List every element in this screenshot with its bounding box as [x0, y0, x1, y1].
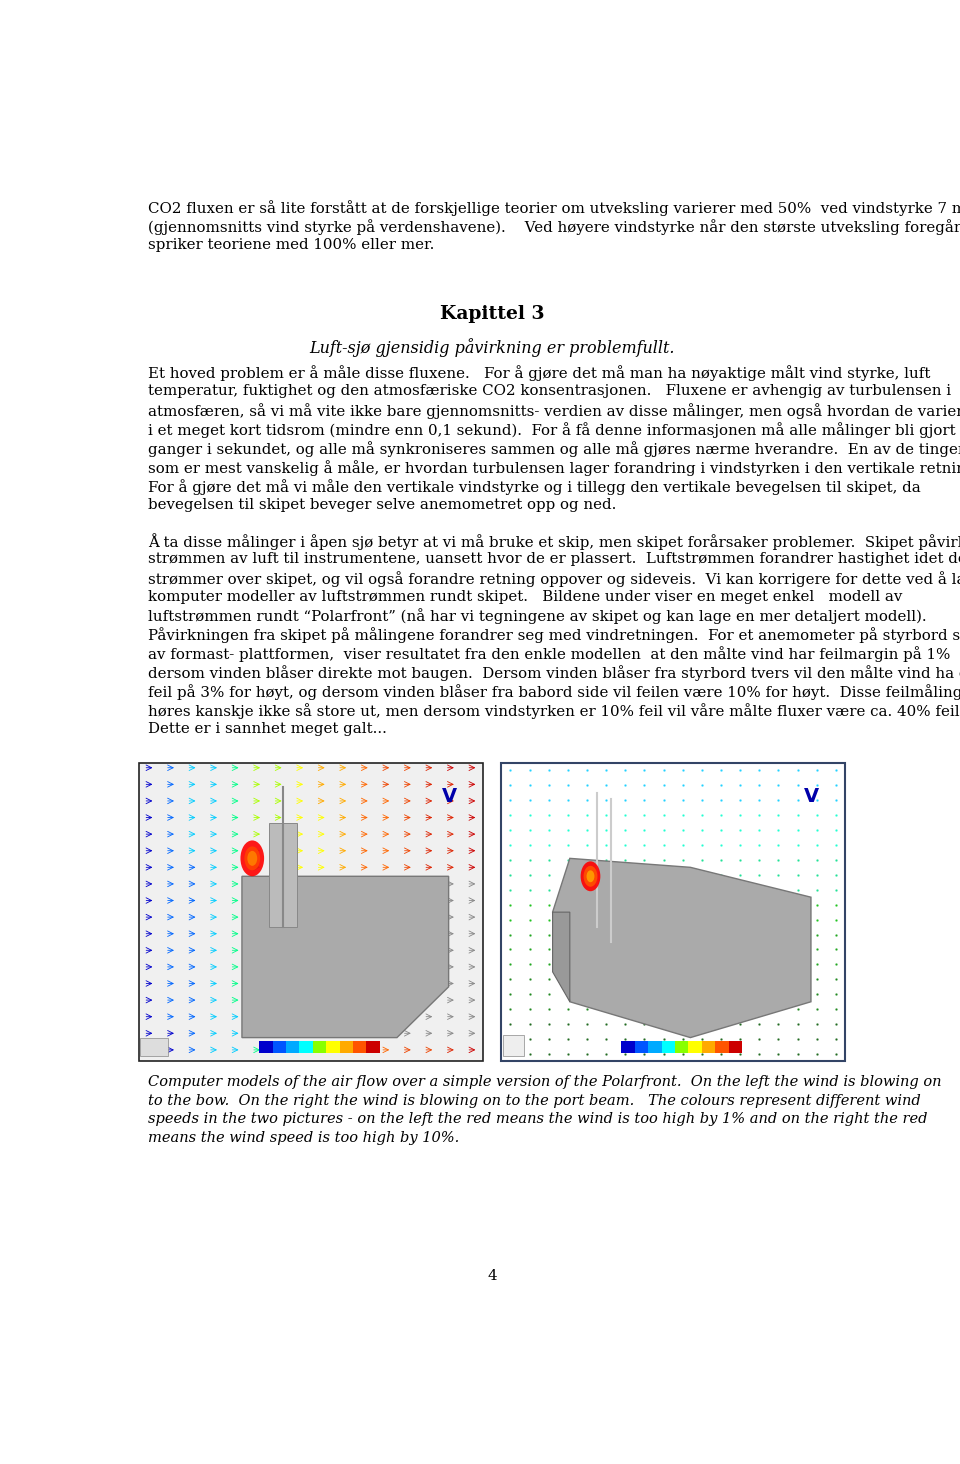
Text: CO2 fluxen er så lite forstått at de forskjellige teorier om utveksling varierer: CO2 fluxen er så lite forstått at de for… — [148, 201, 960, 217]
Text: strømmer over skipet, og vil også forandre retning oppover og sideveis.  Vi kan : strømmer over skipet, og vil også forand… — [148, 571, 960, 587]
Bar — [648, 1041, 661, 1053]
Text: 4: 4 — [487, 1269, 497, 1282]
Text: av formast- plattformen,  viser resultatet fra den enkle modellen  at den målte : av formast- plattformen, viser resultate… — [148, 647, 950, 662]
Circle shape — [245, 846, 260, 870]
Polygon shape — [242, 877, 448, 1038]
Text: Å ta disse målinger i åpen sjø betyr at vi må bruke et skip, men skipet forårsak: Å ta disse målinger i åpen sjø betyr at … — [148, 533, 960, 549]
Text: i et meget kort tidsrom (mindre enn 0,1 sekund).  For å få denne informasjonen m: i et meget kort tidsrom (mindre enn 0,1 … — [148, 422, 960, 438]
Bar — [270, 823, 297, 927]
Text: feil på 3% for høyt, og dersom vinden blåser fra babord side vil feilen være 10%: feil på 3% for høyt, og dersom vinden bl… — [148, 684, 960, 700]
Text: means the wind speed is too high by 10%.: means the wind speed is too high by 10%. — [148, 1130, 460, 1145]
Text: Dette er i sannhet meget galt...: Dette er i sannhet meget galt... — [148, 722, 387, 736]
Text: speeds in the two pictures - on the left the red means the wind is too high by 1: speeds in the two pictures - on the left… — [148, 1113, 927, 1126]
Bar — [340, 1041, 353, 1053]
Text: komputer modeller av luftstrømmen rundt skipet.   Bildene under viser en meget e: komputer modeller av luftstrømmen rundt … — [148, 590, 902, 603]
Bar — [621, 1041, 635, 1053]
Text: ganger i sekundet, og alle må synkroniseres sammen og alle må gjøres nærme hvera: ganger i sekundet, og alle må synkronise… — [148, 441, 960, 457]
Bar — [326, 1041, 340, 1053]
Text: For å gjøre det må vi måle den vertikale vindstyrke og i tillegg den vertikale b: For å gjøre det må vi måle den vertikale… — [148, 479, 921, 495]
Text: spriker teoriene med 100% eller mer.: spriker teoriene med 100% eller mer. — [148, 239, 435, 252]
Text: temperatur, fuktighet og den atmosfæriske CO2 konsentrasjonen.   Fluxene er avhe: temperatur, fuktighet og den atmosfærisk… — [148, 385, 951, 398]
Bar — [273, 1041, 286, 1053]
Bar — [702, 1041, 715, 1053]
Circle shape — [587, 870, 594, 883]
Bar — [635, 1041, 648, 1053]
Polygon shape — [553, 858, 811, 1038]
Circle shape — [248, 851, 257, 865]
Bar — [661, 1041, 675, 1053]
Text: Computer models of the air flow over a simple version of the Polarfront.  On the: Computer models of the air flow over a s… — [148, 1075, 942, 1089]
Bar — [259, 1041, 273, 1053]
Text: Kapittel 3: Kapittel 3 — [440, 305, 544, 322]
Text: luftstrømmen rundt “Polarfront” (nå har vi tegningene av skipet og kan lage en m: luftstrømmen rundt “Polarfront” (nå har … — [148, 609, 927, 625]
Bar — [286, 1041, 300, 1053]
Text: Påvirkningen fra skipet på målingene forandrer seg med vindretningen.  For et an: Påvirkningen fra skipet på målingene for… — [148, 628, 960, 643]
Text: som er mest vanskelig å måle, er hvordan turbulensen lager forandring i vindstyr: som er mest vanskelig å måle, er hvordan… — [148, 460, 960, 476]
Bar — [138, 763, 483, 1061]
Text: strømmen av luft til instrumentene, uansett hvor de er plassert.  Luftstrømmen f: strømmen av luft til instrumentene, uans… — [148, 552, 960, 565]
Text: V: V — [804, 786, 819, 805]
Text: (gjennomsnitts vind styrke på verdenshavene).    Ved høyere vindstyrke når den s: (gjennomsnitts vind styrke på verdenshav… — [148, 220, 960, 236]
Bar — [501, 763, 846, 1061]
Text: bevegelsen til skipet beveger selve anemometret opp og ned.: bevegelsen til skipet beveger selve anem… — [148, 498, 616, 512]
Bar — [313, 1041, 326, 1053]
Circle shape — [240, 840, 264, 877]
Text: Luft-sjø gjensidig påvirkning er problemfullt.: Luft-sjø gjensidig påvirkning er problem… — [309, 338, 675, 357]
Text: Et hoved problem er å måle disse fluxene.   For å gjøre det må man ha nøyaktige : Et hoved problem er å måle disse fluxene… — [148, 366, 930, 382]
Text: to the bow.  On the right the wind is blowing on to the port beam.   The colours: to the bow. On the right the wind is blo… — [148, 1094, 921, 1108]
Polygon shape — [553, 912, 570, 1001]
Bar — [353, 1041, 367, 1053]
Bar — [300, 1041, 313, 1053]
Circle shape — [581, 861, 600, 892]
Text: atmosfæren, så vi må vite ikke bare gjennomsnitts- verdien av disse målinger, me: atmosfæren, så vi må vite ikke bare gjen… — [148, 404, 960, 419]
Bar — [715, 1041, 729, 1053]
Bar — [140, 1038, 168, 1056]
Text: høres kanskje ikke så store ut, men dersom vindstyrken er 10% feil vil våre målt: høres kanskje ikke så store ut, men ders… — [148, 703, 960, 719]
Bar — [367, 1041, 380, 1053]
Bar — [729, 1041, 742, 1053]
Text: V: V — [442, 786, 457, 805]
Text: dersom vinden blåser direkte mot baugen.  Dersom vinden blåser fra styrbord tver: dersom vinden blåser direkte mot baugen.… — [148, 665, 960, 681]
Bar — [688, 1041, 702, 1053]
Bar — [675, 1041, 688, 1053]
Bar — [503, 1035, 524, 1056]
Circle shape — [584, 865, 597, 887]
